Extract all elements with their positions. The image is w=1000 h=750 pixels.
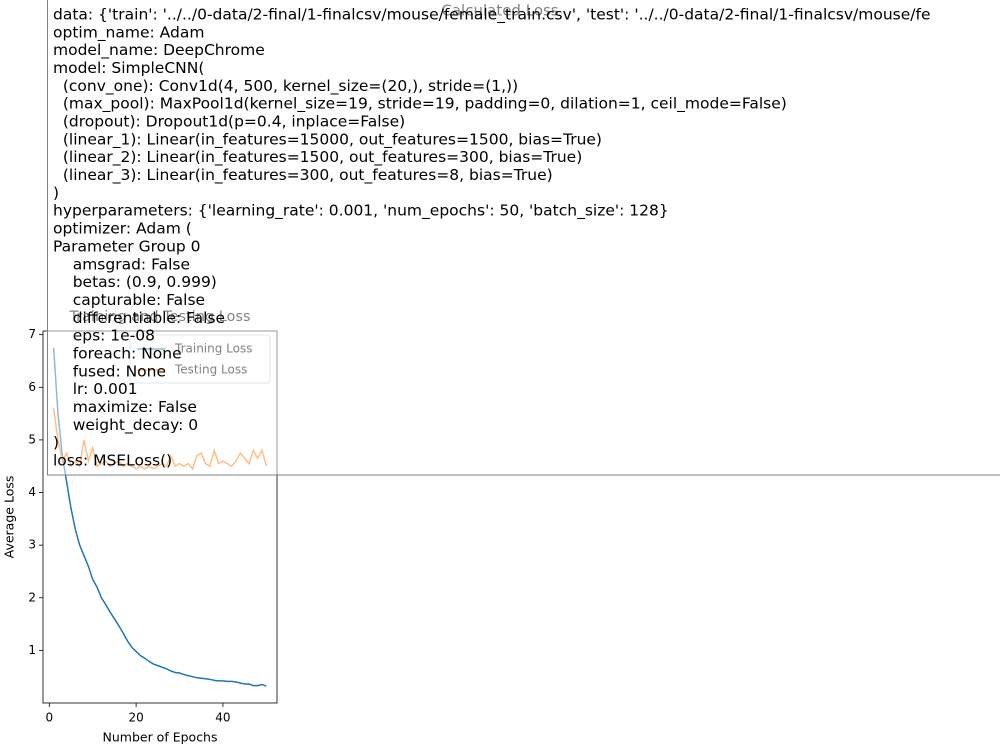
y-tick-label: 7	[28, 327, 36, 341]
text-box-line: data: {'train': '../../0-data/2-final/1-…	[53, 6, 930, 25]
x-tick-label: 20	[128, 711, 143, 725]
x-tick-label: 0	[45, 711, 53, 725]
text-box-line: capturable: False	[53, 291, 205, 309]
text-box-line: foreach: None	[53, 344, 182, 362]
text-box-line: )	[53, 434, 59, 452]
text-box-line: lr: 0.001	[53, 380, 138, 398]
text-box-line: (dropout): Dropout1d(p=0.4, inplace=Fals…	[53, 113, 405, 131]
text-box-line: hyperparameters: {'learning_rate': 0.001…	[53, 202, 669, 221]
text-box-line: model: SimpleCNN(	[53, 59, 204, 77]
y-tick-label: 1	[28, 643, 36, 657]
text-box-line: loss: MSELoss()	[53, 452, 172, 470]
text-box-line: amsgrad: False	[53, 255, 190, 273]
text-box-line: optim_name: Adam	[53, 23, 204, 42]
text-box-line: model_name: DeepChrome	[53, 41, 265, 60]
y-tick-label: 5	[28, 432, 36, 446]
text-box	[47, 0, 1000, 476]
text-box-line: eps: 1e-08	[53, 327, 155, 345]
text-box-line: (conv_one): Conv1d(4, 500, kernel_size=(…	[53, 77, 518, 96]
text-box-line: fused: None	[53, 362, 166, 380]
text-box-line: (linear_2): Linear(in_features=1500, out…	[53, 148, 582, 167]
y-tick-label: 2	[28, 590, 36, 604]
y-tick-label: 4	[28, 485, 36, 499]
data-line	[52, 347, 267, 687]
text-box-line: maximize: False	[53, 398, 197, 416]
y-tick-label: 6	[28, 380, 36, 394]
text-box-line: (linear_3): Linear(in_features=300, out_…	[53, 166, 553, 185]
text-box-line: weight_decay: 0	[53, 416, 198, 435]
text-box-line: betas: (0.9, 0.999)	[53, 273, 217, 291]
text-box-line: )	[53, 184, 59, 202]
y-tick-label: 3	[28, 538, 36, 552]
text-box-line: (max_pool): MaxPool1d(kernel_size=19, st…	[53, 95, 787, 114]
x-tick-label: 40	[215, 711, 230, 725]
text-box-line: Parameter Group 0	[53, 237, 201, 255]
text-box-line: optimizer: Adam (	[53, 220, 192, 238]
text-box-line: (linear_1): Linear(in_features=15000, ou…	[53, 130, 602, 149]
x-axis-label: Number of Epochs	[103, 730, 218, 745]
text-box-line: differentiable: False	[53, 309, 225, 327]
y-axis-label: Average Loss	[2, 476, 17, 559]
